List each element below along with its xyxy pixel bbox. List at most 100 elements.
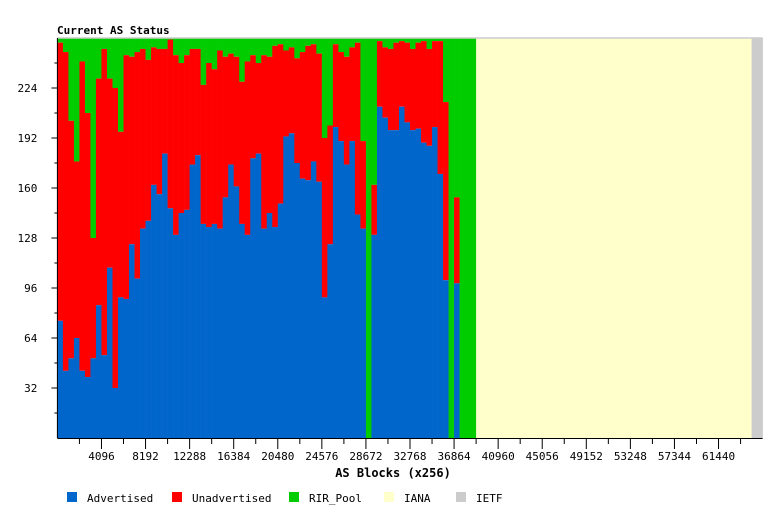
bar-advertised (189, 164, 196, 438)
bar-advertised (404, 122, 411, 438)
bar-unadvertised (398, 41, 405, 107)
bar-unadvertised (354, 42, 361, 215)
bar-unadvertised (432, 41, 438, 128)
legend: Advertised Unadvertised RIR_Pool IANA IETF (67, 492, 503, 505)
bar-rir-pool (432, 38, 438, 42)
bar-advertised (222, 197, 229, 438)
bar-rir-pool (426, 38, 433, 49)
bar-advertised (421, 142, 427, 438)
legend-swatch (67, 492, 77, 502)
bar-rir-pool (57, 38, 64, 43)
bar-unadvertised (266, 56, 273, 213)
x-tick-label: 57344 (658, 450, 691, 463)
bar-unadvertised (101, 48, 108, 356)
bar-unadvertised (184, 55, 190, 210)
bar-advertised (354, 214, 361, 438)
bar-rir-pool (167, 38, 174, 40)
bar-rir-pool (140, 38, 146, 49)
bar-unadvertised (404, 42, 411, 123)
x-tick-label: 53248 (614, 450, 647, 463)
bar-advertised (167, 208, 174, 438)
bar-unadvertised (250, 55, 257, 159)
bar-advertised (206, 227, 212, 438)
bar-advertised (118, 297, 124, 438)
bar-unadvertised (421, 41, 427, 143)
bar-advertised (255, 153, 262, 438)
bar-advertised (123, 298, 130, 438)
bar-advertised (376, 106, 383, 438)
bar-rir-pool (354, 38, 361, 43)
bar-unadvertised (288, 47, 295, 134)
x-tick-label: 4096 (88, 450, 115, 463)
y-tick-label: 192 (18, 132, 38, 145)
bar-advertised (250, 158, 257, 438)
bar-unadvertised (217, 50, 223, 229)
bar-unadvertised (95, 78, 102, 306)
bar-unadvertised (321, 138, 328, 298)
bar-advertised (244, 234, 251, 438)
bar-rir-pool (90, 38, 97, 238)
legend-item-advertised: Advertised (67, 492, 153, 505)
bar-rir-pool (118, 38, 124, 132)
bar-advertised (327, 244, 334, 438)
bar-unadvertised (178, 63, 185, 213)
bar-unadvertised (338, 52, 345, 142)
bar-rir-pool (200, 38, 207, 85)
bar-rir-pool (382, 38, 389, 48)
bar-rir-pool (321, 38, 328, 138)
bar-unadvertised (112, 88, 119, 388)
bar-advertised (184, 209, 190, 438)
bar-advertised (62, 370, 69, 438)
bar-advertised (73, 338, 80, 438)
bar-advertised (360, 228, 367, 438)
legend-label: IANA (404, 492, 431, 505)
bar-advertised (145, 220, 152, 438)
bar-advertised (437, 173, 444, 438)
bar-unadvertised (332, 44, 339, 128)
bar-unadvertised (57, 42, 64, 321)
legend-item-rir-pool: RIR_Pool (289, 492, 362, 505)
x-tick-label: 24576 (305, 450, 338, 463)
x-tick-label: 8192 (132, 450, 159, 463)
bar-rir-pool (244, 38, 251, 62)
bars-layer (57, 38, 763, 438)
bar-unadvertised (233, 56, 240, 187)
x-tick-label: 32768 (393, 450, 426, 463)
bar-advertised (294, 163, 301, 438)
bar-advertised (261, 228, 268, 438)
bar-advertised (217, 228, 223, 438)
bar-unadvertised (173, 55, 179, 235)
bar-rir-pool (112, 38, 119, 88)
bar-unadvertised (349, 47, 356, 142)
legend-swatch (384, 492, 394, 502)
bar-advertised (68, 358, 75, 438)
legend-item-iana: IANA (384, 492, 431, 505)
bar-rir-pool (393, 38, 400, 43)
bar-unadvertised (73, 161, 80, 338)
legend-item-ietf: IETF (456, 492, 503, 505)
x-tick-label: 20480 (261, 450, 294, 463)
bar-advertised (343, 164, 350, 438)
bar-rir-pool (106, 38, 113, 79)
bar-rir-pool (189, 38, 196, 49)
bar-unadvertised (310, 44, 317, 162)
bar-rir-pool (332, 38, 339, 45)
bar-unadvertised (327, 125, 334, 245)
bar-advertised (129, 244, 135, 438)
bar-rir-pool (410, 38, 416, 49)
bar-rir-pool (261, 38, 268, 56)
y-tick-label: 64 (24, 332, 38, 345)
bar-rir-pool (73, 38, 80, 162)
legend-swatch (456, 492, 466, 502)
y-tick-label: 160 (18, 182, 38, 195)
bar-advertised (410, 130, 416, 438)
bar-rir-pool (387, 38, 394, 49)
bar-rir-pool (84, 38, 91, 113)
bar-rir-pool (123, 38, 130, 56)
bar-unadvertised (84, 113, 91, 378)
bar-rir-pool (437, 38, 444, 42)
bar-rir-pool (376, 38, 383, 42)
bar-unadvertised (140, 48, 146, 229)
bar-unadvertised (162, 48, 168, 154)
bar-advertised (393, 130, 400, 438)
